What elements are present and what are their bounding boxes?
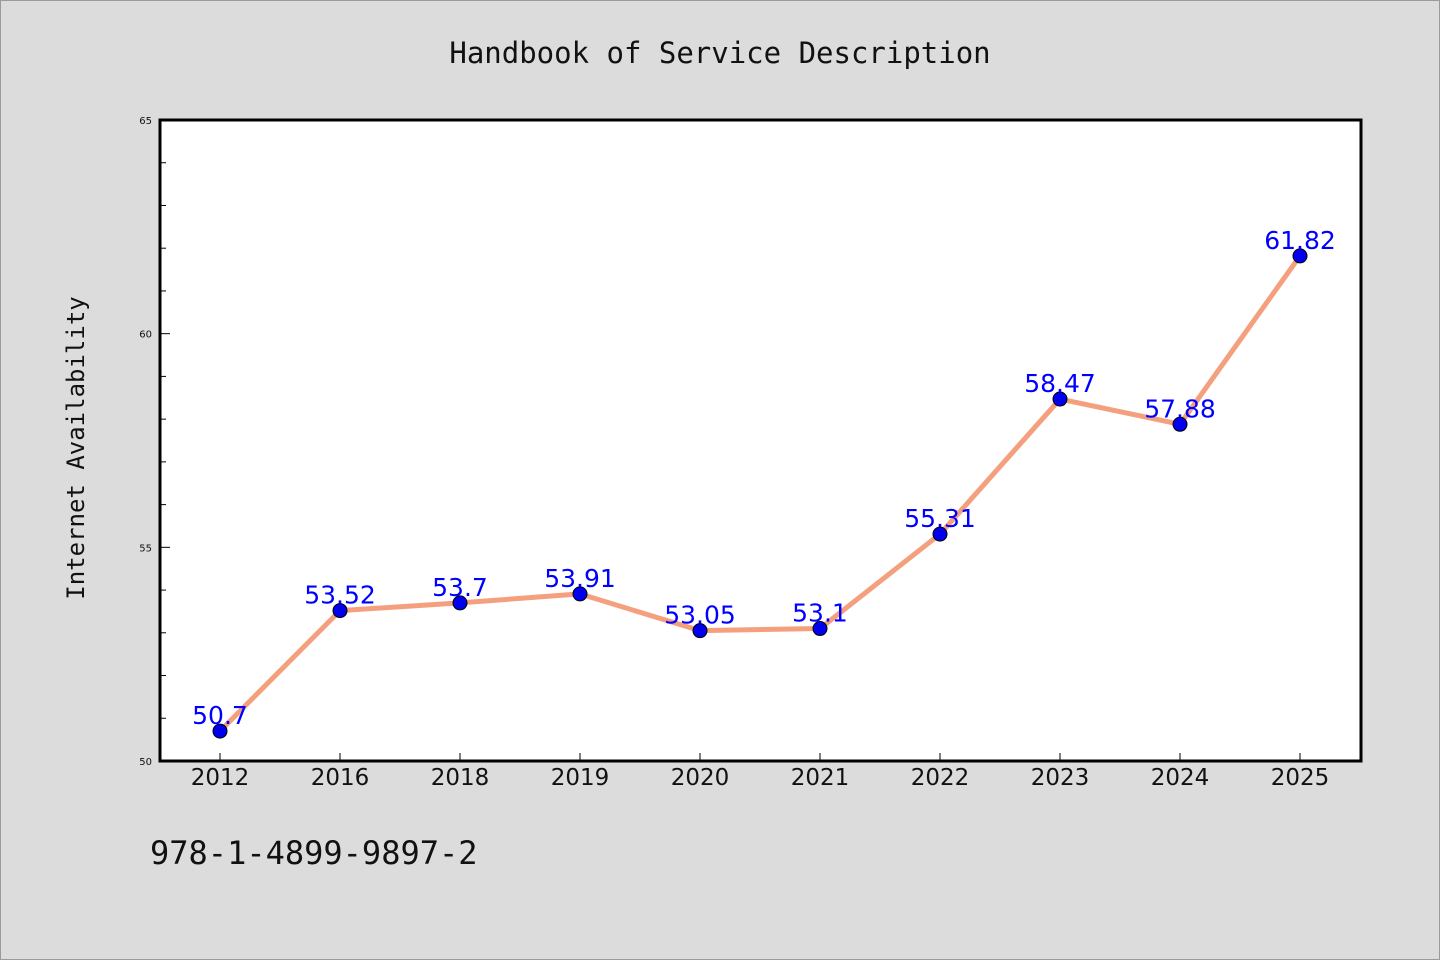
data-point: [932, 526, 948, 542]
data-label: 53.7: [432, 573, 488, 602]
x-tick-label: 2025: [1271, 765, 1330, 791]
isbn-text: 978-1-4899-9897-2: [150, 834, 478, 872]
y-tick-label: 50: [139, 757, 152, 768]
data-label: 53.52: [304, 581, 376, 610]
y-tick-label: 65: [139, 116, 152, 127]
x-tick-label: 2018: [431, 765, 490, 791]
data-point: [1292, 248, 1308, 264]
data-point: [692, 623, 708, 639]
data-point: [332, 603, 348, 619]
data-point: [572, 586, 588, 602]
x-tick-label: 2021: [791, 765, 850, 791]
data-point: [812, 621, 828, 637]
series-markers: [212, 248, 1308, 739]
data-point: [452, 595, 468, 611]
y-tick-label: 55: [139, 543, 152, 554]
x-tick-label: 2016: [311, 765, 370, 791]
plot-area: [158, 118, 1363, 763]
chart-title: Handbook of Service Description: [449, 36, 990, 70]
data-label: 61.82: [1264, 226, 1336, 255]
data-point: [1052, 391, 1068, 407]
data-labels: 50.7 53.52 53.7 53.91 53.05 53.1 55.31 58.47 57.…: [192, 226, 1336, 730]
data-label: 58.47: [1024, 369, 1096, 398]
data-label: 53.05: [664, 601, 736, 630]
x-tick-label: 2019: [551, 765, 610, 791]
x-tick-label: 2020: [671, 765, 730, 791]
data-label: 50.7: [192, 701, 248, 730]
data-label: 53.1: [792, 599, 848, 628]
x-tick-label: 2012: [191, 765, 250, 791]
y-tick-label: 60: [139, 330, 152, 341]
x-tick-label: 2023: [1031, 765, 1090, 791]
series-line: [217, 253, 1303, 734]
y-axis: 50 55 60 65: [139, 116, 170, 768]
y-axis-label: Internet Availability: [62, 296, 90, 599]
x-tick-label: 2024: [1151, 765, 1210, 791]
data-label: 55.31: [904, 504, 976, 533]
x-tick-label: 2022: [911, 765, 970, 791]
data-label: 53.91: [544, 564, 616, 593]
data-label: 57.88: [1144, 394, 1216, 423]
data-point: [1172, 416, 1188, 432]
x-axis: 2012 2016 2018 2019 2020 2021 2022 2023 2024 2025: [191, 753, 1330, 791]
data-point: [212, 723, 228, 739]
